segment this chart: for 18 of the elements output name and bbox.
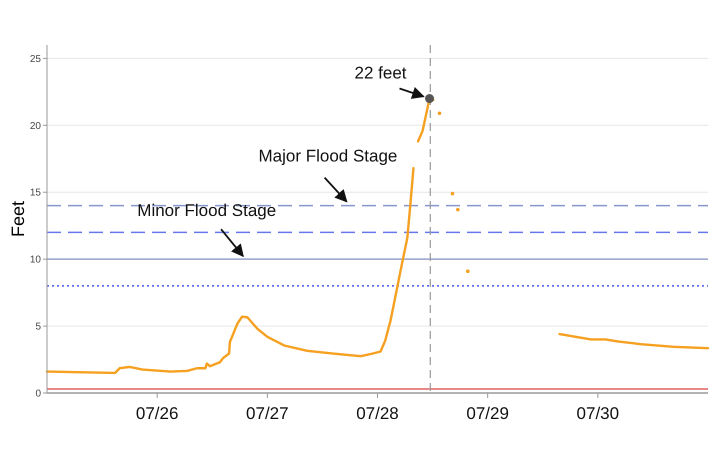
point [466,269,470,273]
x-tick-label: 07/29 [466,404,509,423]
y-tick-label: 20 [30,120,42,132]
x-tick-label: 07/28 [356,404,399,423]
x-tick-label: 07/30 [576,404,620,423]
point [456,208,460,212]
x-tick-label: 07/27 [246,404,289,423]
y-tick-label: 0 [35,388,42,400]
y-tick-label: 25 [30,54,42,65]
y-axis-title: Feet [8,200,28,238]
y-tick-label: 5 [35,322,42,333]
y-tick-label: 10 [30,254,42,266]
ref-line-label: Minor Flood Stage [137,201,276,220]
annotation: 22 feet [354,64,407,83]
point [438,111,442,116]
y-tick-label: 15 [30,188,42,199]
ref-line-label: Major Flood Stage [258,146,398,166]
x-tick-label: 07/26 [136,404,178,423]
